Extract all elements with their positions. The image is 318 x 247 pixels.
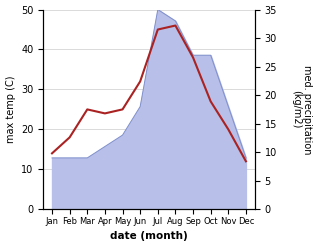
X-axis label: date (month): date (month) xyxy=(110,231,188,242)
Y-axis label: med. precipitation
(kg/m2): med. precipitation (kg/m2) xyxy=(291,65,313,154)
Y-axis label: max temp (C): max temp (C) xyxy=(5,76,16,143)
